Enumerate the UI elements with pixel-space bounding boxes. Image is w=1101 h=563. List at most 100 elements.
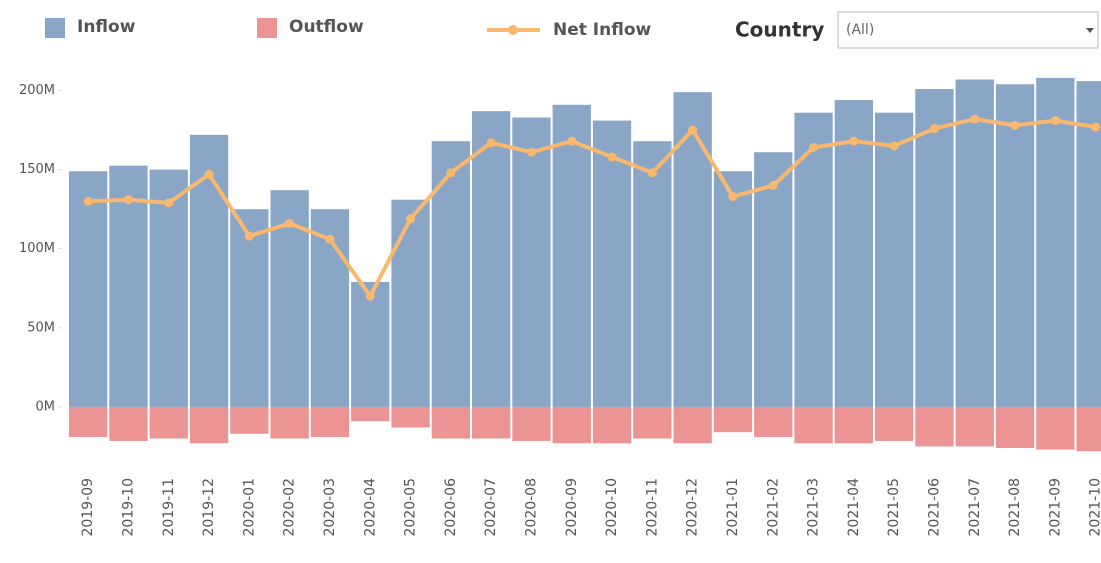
point [123, 195, 133, 205]
bar [754, 406, 793, 437]
y-tick-label: 50M [27, 320, 55, 335]
x-tick-label: 2020-06 [443, 478, 459, 537]
bar [633, 406, 672, 439]
point [768, 180, 778, 190]
point [446, 168, 456, 178]
legend-swatch [257, 18, 277, 38]
x-tick-label: 2021-06 [926, 478, 942, 537]
point [204, 169, 214, 179]
bar [955, 406, 994, 447]
x-tick-label: 2019-12 [201, 478, 217, 537]
bar [673, 92, 712, 407]
bar [834, 100, 873, 407]
x-tick-label: 2020-08 [523, 478, 539, 537]
legend-label: Outflow [289, 17, 364, 37]
point [365, 291, 375, 301]
bar [472, 111, 511, 407]
point [849, 136, 859, 146]
bar [431, 141, 470, 407]
bar [69, 171, 108, 407]
point [164, 198, 174, 208]
bar [794, 406, 833, 444]
bar [512, 406, 551, 441]
point [970, 114, 980, 124]
bar [794, 112, 833, 407]
x-tick-label: 2020-09 [564, 478, 580, 537]
bar [834, 406, 873, 444]
x-tick-label: 2020-04 [362, 478, 378, 537]
legend-swatch [45, 18, 65, 38]
bar [633, 141, 672, 407]
y-tick-label: 0M [36, 399, 56, 414]
x-tick-label: 2020-02 [282, 478, 298, 537]
bar [189, 134, 229, 407]
bar [995, 406, 1035, 449]
bar [875, 112, 914, 407]
point [647, 168, 657, 178]
x-tick-label: 2021-03 [806, 478, 822, 537]
dropdown-arrow[interactable] [1086, 28, 1094, 33]
bar [1076, 406, 1101, 452]
filter-label: Country [735, 18, 824, 42]
bar [230, 406, 269, 434]
x-tick-label: 2020-03 [322, 478, 338, 537]
bar [915, 406, 954, 447]
filter-value[interactable]: (All) [846, 22, 874, 38]
x-tick-label: 2020-01 [241, 478, 257, 537]
bar [875, 406, 914, 441]
bar [391, 199, 430, 407]
bar [230, 209, 269, 407]
x-tick-label: 2021-02 [765, 478, 781, 537]
point [526, 147, 536, 157]
bar [1076, 81, 1101, 407]
y-tick-label: 100M [19, 241, 55, 256]
point [728, 192, 738, 202]
x-tick-label: 2021-01 [725, 478, 741, 537]
x-tick-label: 2021-09 [1047, 478, 1063, 537]
x-tick-label: 2021-04 [846, 478, 862, 537]
point [809, 143, 819, 153]
point [83, 196, 93, 206]
filter-box[interactable] [837, 11, 1099, 49]
bar [69, 406, 108, 437]
bar [270, 406, 309, 439]
x-tick-label: 2019-09 [80, 478, 96, 537]
line [88, 117, 1096, 299]
bar [431, 406, 470, 439]
bar [149, 406, 188, 439]
bar [472, 406, 511, 439]
bar [351, 281, 390, 407]
x-tick-label: 2021-08 [1007, 478, 1023, 537]
x-tick-label: 2020-10 [604, 478, 620, 537]
point [406, 214, 416, 224]
x-tick-label: 2021-05 [886, 478, 902, 537]
bar [754, 152, 793, 407]
x-tick-label: 2021-07 [967, 478, 983, 537]
bar [552, 104, 591, 407]
x-tick-label: 2020-11 [644, 478, 660, 537]
bar [189, 406, 229, 444]
legend-dot [508, 25, 518, 35]
bar [310, 406, 350, 437]
legend-label: Net Inflow [553, 20, 652, 40]
x-tick-label: 2020-05 [403, 478, 419, 537]
y-tick-label: 150M [19, 162, 55, 177]
bar [915, 88, 954, 407]
point [325, 234, 335, 244]
point [486, 138, 496, 148]
bar [1036, 406, 1075, 450]
bar [1036, 77, 1075, 407]
point [1050, 116, 1060, 126]
point [1091, 122, 1101, 132]
bar [955, 79, 994, 407]
bar [713, 406, 753, 433]
point [244, 231, 254, 241]
point [688, 125, 698, 135]
bar [713, 171, 753, 407]
x-tick-label: 2020-12 [685, 478, 701, 537]
bar [109, 165, 148, 407]
bar [673, 406, 712, 444]
point [607, 152, 617, 162]
x-tick-label: 2019-11 [161, 478, 177, 537]
